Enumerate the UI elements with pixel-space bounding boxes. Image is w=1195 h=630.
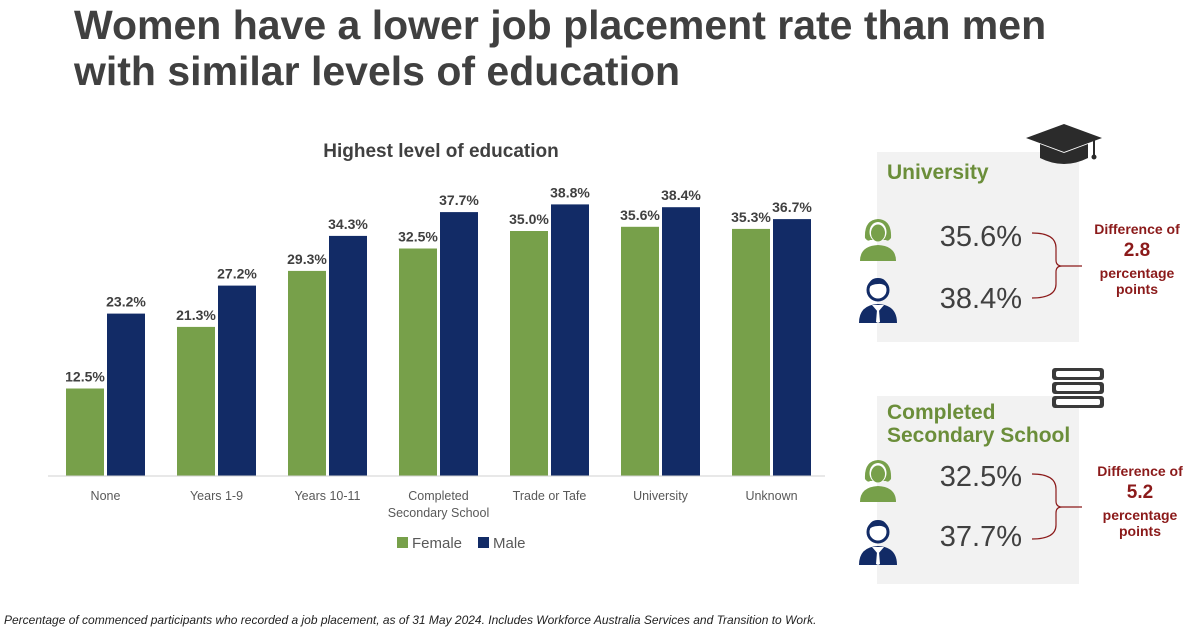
difference-unit-2: points <box>1116 281 1158 297</box>
graduation-cap-icon <box>1026 124 1102 164</box>
bar-female <box>66 388 104 476</box>
bar-female <box>399 248 437 476</box>
legend-swatch-female <box>397 537 408 548</box>
university-difference: Difference of 2.8 percentage points <box>1077 221 1195 297</box>
data-label: 38.4% <box>661 187 701 203</box>
page-title: Women have a lower job placement rate th… <box>74 2 1047 94</box>
data-label: 21.3% <box>176 307 216 323</box>
bar-female <box>288 270 326 476</box>
secondary-title-line1: Completed <box>887 401 996 424</box>
bar-male <box>773 219 811 476</box>
x-tick-label: Secondary School <box>388 506 489 520</box>
x-tick-label: Years 1-9 <box>190 489 243 503</box>
books-icon <box>1052 368 1104 408</box>
bar-female <box>177 326 215 476</box>
difference-unit: percentage <box>1099 265 1175 281</box>
x-tick-label: Trade or Tafe <box>513 489 587 503</box>
difference-unit: percentage <box>1102 507 1178 523</box>
data-label: 29.3% <box>287 251 327 267</box>
bar-male <box>107 313 145 476</box>
x-tick-label: Years 10-11 <box>294 489 360 503</box>
x-tick-label: Unknown <box>745 489 797 503</box>
data-label: 37.7% <box>439 192 479 208</box>
bar-male <box>218 285 256 476</box>
bar-female <box>621 226 659 476</box>
chart-title: Highest level of education <box>323 141 558 162</box>
university-female-pct: 35.6% <box>939 221 1022 253</box>
footnote: Percentage of commenced participants who… <box>4 613 817 627</box>
bar-male <box>551 204 589 476</box>
university-male-pct: 38.4% <box>939 283 1022 315</box>
data-label: 36.7% <box>772 199 812 215</box>
x-tick-label: University <box>633 489 689 503</box>
university-panel <box>877 152 1079 342</box>
difference-label: Difference of <box>1097 463 1183 479</box>
university-bracket <box>1031 232 1082 299</box>
legend-label-female: Female <box>412 535 462 552</box>
data-label: 35.3% <box>731 209 771 225</box>
bar-female <box>732 228 770 476</box>
bar-male <box>329 235 367 476</box>
data-label: 12.5% <box>65 369 105 385</box>
legend-label-male: Male <box>493 535 526 552</box>
difference-label: Difference of <box>1094 221 1180 237</box>
legend: Female Male <box>397 535 526 552</box>
x-tick-label: Completed <box>408 489 468 503</box>
x-tick-label: None <box>91 489 121 503</box>
secondary-title-line2: Secondary School <box>887 424 1071 447</box>
bar-male <box>662 207 700 476</box>
bar-female <box>510 231 548 476</box>
university-panel-title: University <box>887 161 989 184</box>
secondary-panel <box>877 396 1079 584</box>
data-label: 35.0% <box>509 211 549 227</box>
secondary-female-pct: 32.5% <box>939 461 1022 493</box>
data-label: 27.2% <box>217 266 257 282</box>
difference-value: 2.8 <box>1123 240 1151 261</box>
secondary-male-pct: 37.7% <box>939 521 1022 553</box>
data-label: 32.5% <box>398 229 438 245</box>
male-person-icon <box>859 520 897 565</box>
data-label: 34.3% <box>328 216 368 232</box>
female-person-icon <box>860 219 896 261</box>
data-label: 35.6% <box>620 207 660 223</box>
female-person-icon <box>860 460 896 502</box>
male-person-icon <box>859 278 897 323</box>
legend-swatch-male <box>478 537 489 548</box>
difference-value: 5.2 <box>1126 482 1154 503</box>
secondary-difference: Difference of 5.2 percentage points <box>1080 463 1195 539</box>
secondary-panel-title: Completed Secondary School <box>887 401 1070 447</box>
secondary-bracket <box>1031 473 1082 540</box>
data-label: 23.2% <box>106 294 146 310</box>
bar-male <box>440 212 478 476</box>
data-label: 38.8% <box>550 184 590 200</box>
difference-unit-2: points <box>1119 523 1161 539</box>
bar-chart: Highest level of education 12.5% 23.2% Non… <box>48 141 825 552</box>
